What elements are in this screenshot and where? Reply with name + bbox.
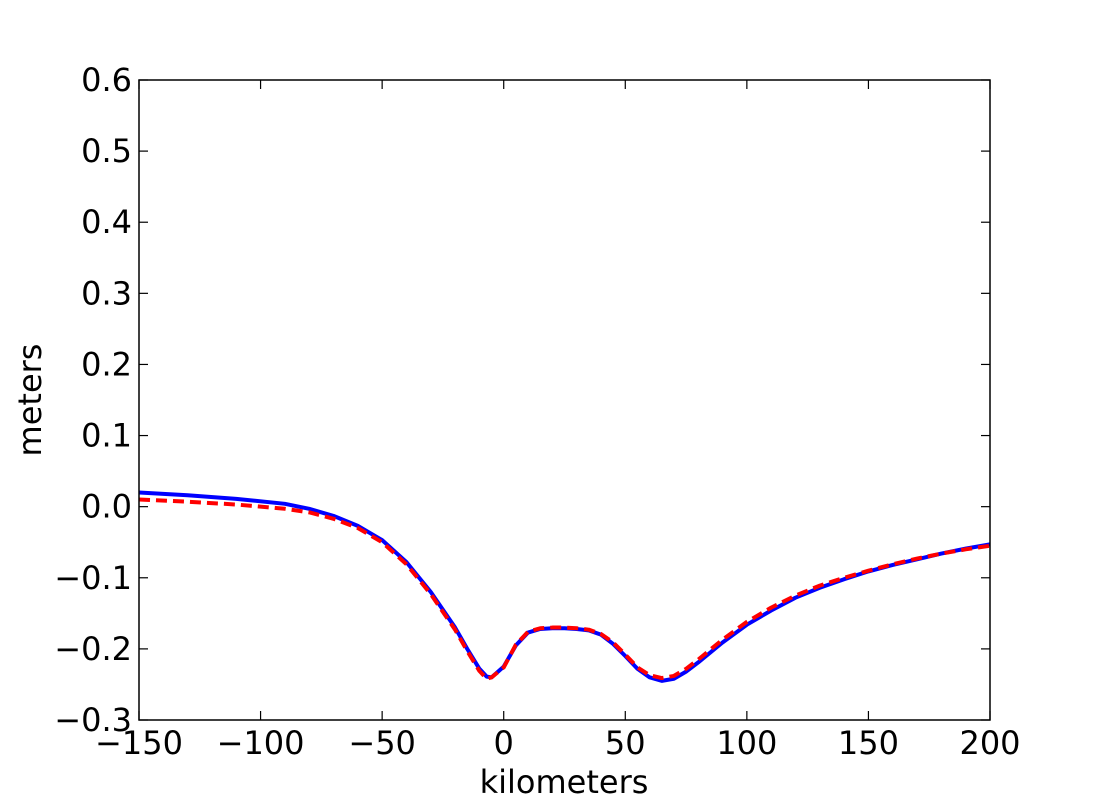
y-tick-label: −0.2 — [54, 630, 132, 668]
x-tick-label: −50 — [348, 724, 416, 762]
x-tick-label: 150 — [838, 724, 899, 762]
y-tick-label: 0.1 — [81, 417, 132, 455]
series-line-2 — [139, 497, 990, 681]
y-tick-label: −0.3 — [54, 701, 132, 739]
y-axis-label: meters — [11, 344, 49, 457]
axes-frame — [138, 79, 991, 721]
y-tick-label: 0.5 — [81, 132, 132, 170]
plot-area — [139, 490, 990, 683]
y-tick-label: 0.3 — [81, 274, 132, 312]
y-tick-label: 0.2 — [81, 345, 132, 383]
x-tick-label: −100 — [217, 724, 305, 762]
x-tick-label: 100 — [716, 724, 777, 762]
x-tick-label: 200 — [959, 724, 1020, 762]
y-tick-label: −0.1 — [54, 559, 132, 597]
x-tick-label: 50 — [605, 724, 646, 762]
tick-labels: −150 −100 −50 0 50 100 150 200 −0.3 −0.2 −0.1 0.0 0.… — [54, 61, 1020, 762]
tick-marks — [138, 79, 991, 721]
x-tick-label: 0 — [494, 724, 514, 762]
x-axis-label: kilometers — [480, 763, 649, 800]
y-tick-label: 0.0 — [81, 488, 132, 526]
y-tick-label: 0.4 — [81, 203, 132, 241]
y-tick-label: 0.6 — [81, 61, 132, 99]
x-tick-label: −150 — [95, 724, 183, 762]
